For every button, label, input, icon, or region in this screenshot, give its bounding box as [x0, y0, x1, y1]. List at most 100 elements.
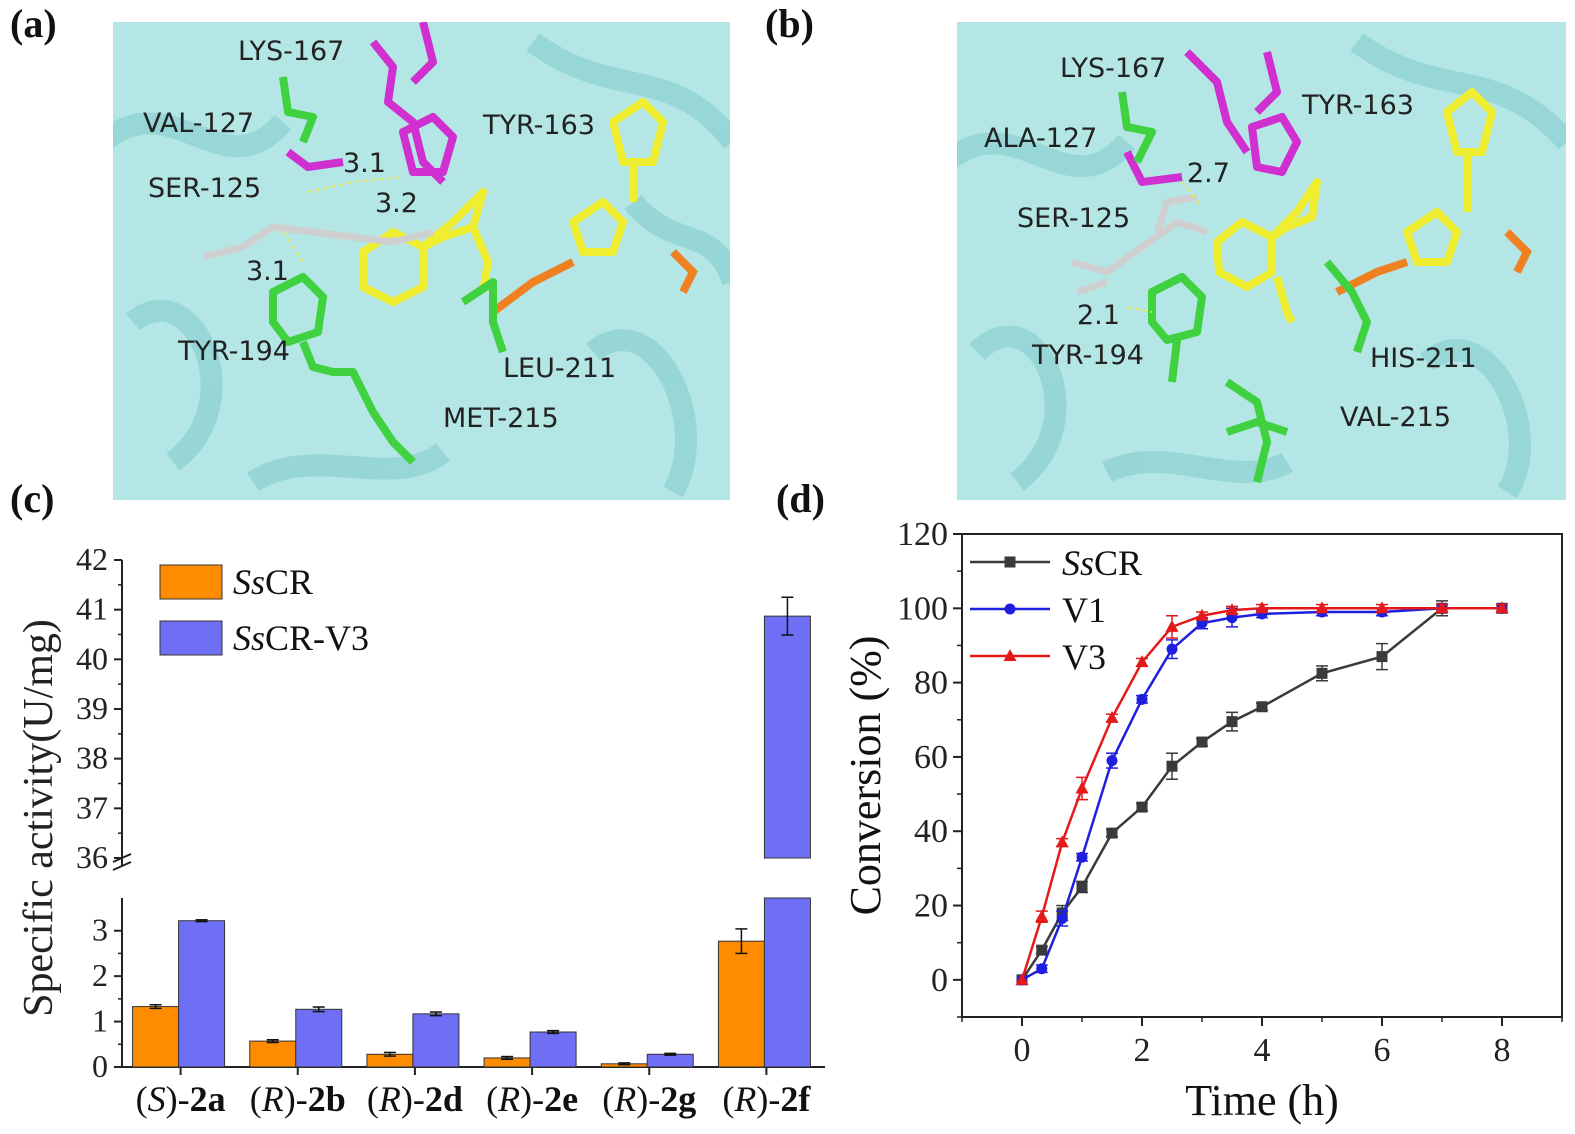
bar-sscr: [717, 940, 765, 1068]
residue-green: [1118, 91, 1371, 483]
y-tick-label: 20: [914, 888, 948, 925]
distance-label: 3.1: [343, 148, 386, 179]
hbond-dashes: [282, 176, 404, 263]
hbond-dashes: [1126, 181, 1203, 313]
residue-label: HIS-211: [1370, 343, 1477, 374]
protein-cartoon: [957, 33, 1566, 499]
x-tick-label: 8: [1494, 1032, 1511, 1069]
series-v1-point: [1166, 643, 1178, 655]
panel-label-a: (a): [10, 1, 57, 46]
legend-swatch: [159, 620, 223, 656]
legend-label: SsCR-V3: [233, 618, 369, 658]
series-sscr-point: [1076, 881, 1088, 893]
distance-label: 2.7: [1187, 158, 1230, 189]
series-v3-point: [1315, 601, 1329, 614]
series-v1-point: [1106, 755, 1118, 767]
y-tick-label: 41: [76, 591, 108, 627]
y-tick-label: 38: [76, 740, 108, 776]
ligand-yellow: [359, 98, 667, 306]
series-v3-line: [1020, 607, 1502, 981]
y-tick-label: 3: [92, 912, 108, 948]
distance-label: 3.1: [246, 256, 289, 287]
series-v3-point: [1015, 972, 1029, 985]
panel-label-c: (c): [10, 476, 55, 521]
x-tick-label: 6: [1374, 1032, 1391, 1069]
series-v3-point: [1195, 608, 1209, 621]
x-tick-label: (R)-2b: [250, 1079, 346, 1119]
legend-marker: [1003, 649, 1017, 661]
legend-label: SsCR: [1062, 543, 1142, 583]
structure-image-a: LYS-167 VAL-127 TYR-163 SER-125 TYR-194 …: [113, 22, 730, 500]
structure-image-b: LYS-167 TYR-163 ALA-127 SER-125 TYR-194 …: [957, 22, 1566, 500]
residue-green: [269, 76, 507, 465]
y-tick-label: 120: [897, 516, 948, 553]
series-sscr-point: [1196, 736, 1208, 748]
residue-label: LYS-167: [1060, 53, 1166, 84]
y-tick-label: 2: [92, 957, 108, 993]
legend-label: SsCR: [233, 562, 313, 602]
x-tick-label: (R)-2d: [367, 1079, 463, 1119]
residue-magenta: [1123, 49, 1301, 186]
residue-label: TYR-194: [177, 336, 290, 367]
y-tick-label: 0: [931, 962, 948, 999]
bar-sscr-v3: [646, 1053, 694, 1068]
series-sscr-point: [1316, 667, 1328, 679]
residue-label: SER-125: [1017, 203, 1130, 234]
residue-label: TYR-194: [1031, 340, 1144, 371]
bar-sscr-v3: [763, 615, 811, 859]
series-v3-point: [1135, 655, 1149, 668]
x-tick-label: (R)-2f: [722, 1079, 811, 1119]
series-v3-point: [1495, 601, 1509, 614]
residue-label: VAL-127: [143, 108, 254, 139]
residue-label: TYR-163: [1301, 90, 1414, 121]
y-tick-label: 60: [914, 739, 948, 776]
series-v1-point: [1076, 851, 1088, 863]
bar-sscr-v3: [178, 920, 226, 1068]
residue-label: VAL-215: [1340, 402, 1451, 433]
substrate-white: [1071, 193, 1209, 296]
bar-sscr-v3: [412, 1013, 460, 1068]
panel-label-d: (d): [776, 476, 825, 521]
series-v3-point: [1105, 710, 1119, 723]
bar-chart: 0 1 2 3 36 37 38 39 40 41 42 Specific activity(U/mg…: [16, 541, 825, 1119]
legend-swatch: [159, 564, 223, 600]
axis-break-mark: [112, 861, 132, 871]
series-v1-point: [1136, 693, 1148, 705]
y-tick-label: 36: [76, 839, 108, 875]
residue-label: TYR-163: [482, 110, 595, 141]
substrate-white: [202, 223, 434, 261]
residue-label: LEU-211: [503, 353, 616, 384]
x-tick-label: 4: [1254, 1032, 1271, 1069]
residue-magenta: [285, 22, 457, 185]
series-sscr-point: [1036, 944, 1048, 956]
bar-sscr-v3: [295, 1008, 343, 1068]
series-v3-point: [1035, 909, 1049, 922]
series-v3-point: [1225, 603, 1239, 616]
series-v1-point: [1056, 913, 1068, 925]
x-tick-label: 0: [1014, 1032, 1031, 1069]
y-tick-label: 40: [76, 640, 108, 676]
x-tick-label: 2: [1134, 1032, 1151, 1069]
y-axis-label: Specific activity(U/mg): [16, 619, 62, 1017]
series-sscr-point: [1256, 701, 1268, 713]
x-axis-label: Time (h): [1185, 1076, 1339, 1125]
x-tick-label: (R)-2g: [602, 1079, 696, 1119]
residue-label: MET-215: [443, 403, 559, 434]
phosphate-orange: [490, 249, 698, 316]
legend-marker: [1004, 603, 1016, 615]
series-v3-point: [1375, 601, 1389, 614]
legend-label: V3: [1062, 637, 1106, 677]
residue-label: ALA-127: [984, 123, 1097, 154]
y-tick-label: 40: [914, 813, 948, 850]
x-tick-label: (S)-2a: [136, 1079, 226, 1119]
protein-cartoon: [113, 33, 730, 498]
series-v3-point: [1165, 619, 1179, 632]
residue-label: SER-125: [148, 173, 261, 204]
distance-label: 3.2: [375, 188, 418, 219]
y-tick-label: 39: [76, 690, 108, 726]
legend-label: V1: [1062, 590, 1106, 630]
residue-label: LYS-167: [238, 36, 344, 67]
series-sscr-point: [1166, 760, 1178, 772]
y-tick-label: 42: [76, 541, 108, 577]
